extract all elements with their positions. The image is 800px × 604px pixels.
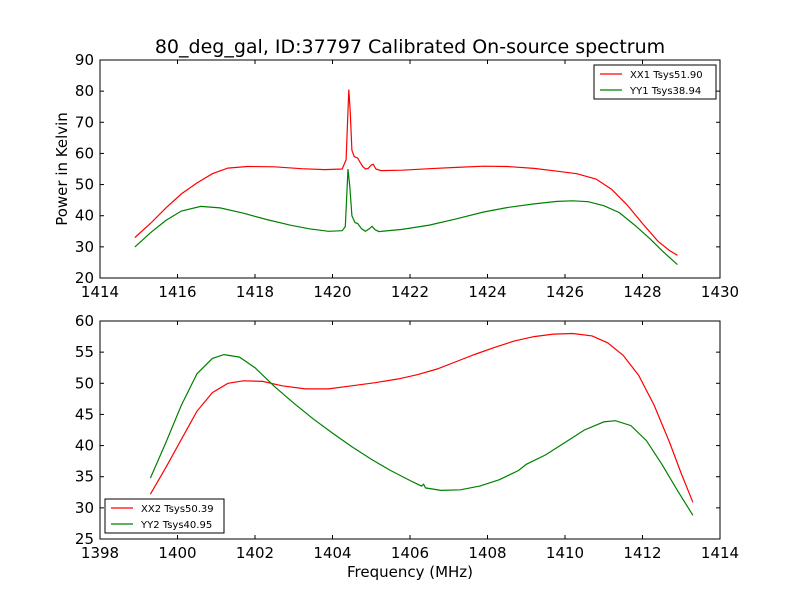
x-tick-label: 1420 [313,283,351,301]
legend-label: XX2 Tsys50.39 [141,504,214,515]
y-axis-label: Power in Kelvin [53,112,71,226]
y-tick-label: 50 [75,176,94,194]
y-tick-label: 70 [75,113,94,131]
y-tick-label: 35 [75,468,94,486]
legend-box [104,498,225,534]
x-tick-label: 1426 [546,283,584,301]
legend: XX1 Tsys51.90 YY1 Tsys38.94 [593,64,717,100]
x-tick-label: 1422 [391,283,429,301]
x-axis-label: Frequency (MHz) [347,563,473,581]
legend-label: YY1 Tsys38.94 [629,86,701,97]
x-tick-label: 1398 [81,544,119,562]
y-tick-label: 60 [75,312,94,330]
y-tick-label: 40 [75,207,94,225]
y-tick-label: 90 [75,51,94,69]
series-line-1 [134,89,678,256]
series-line-1 [149,332,694,503]
y-tick-label: 40 [75,437,94,455]
x-tick-label: 1402 [236,544,274,562]
x-tick-label: 1424 [468,283,506,301]
x-tick-label: 1408 [468,544,506,562]
series-line-2 [134,168,678,266]
chart-title: 80_deg_gal, ID:37797 Calibrated On-sourc… [155,36,665,58]
x-tick-label: 1428 [623,283,661,301]
x-tick-label: 1414 [81,283,119,301]
top-axes: 1414 1416 1418 1420 1422 1424 1426 1428 1430 20 30… [53,51,739,301]
x-tick-label: 1414 [701,544,739,562]
x-tick-label: 1406 [391,544,429,562]
y-tick-label: 45 [75,405,94,423]
y-tick-label: 50 [75,374,94,392]
x-tick-label: 1404 [313,544,351,562]
x-tick-label: 1410 [546,544,584,562]
legend: XX2 Tsys50.39 YY2 Tsys40.95 [104,498,225,534]
legend-label: XX1 Tsys51.90 [630,70,703,81]
y-tick-label: 80 [75,82,94,100]
y-tick-label: 60 [75,144,94,162]
y-tick-label: 20 [75,269,94,287]
y-tick-label: 30 [75,238,94,256]
y-tick-label: 55 [75,343,94,361]
x-tick-label: 1412 [623,544,661,562]
series-line-2 [149,353,694,516]
y-tick-label: 30 [75,499,94,517]
x-tick-label: 1400 [158,544,196,562]
x-tick-label: 1416 [158,283,196,301]
legend-box [593,64,717,100]
bottom-axes: 1398 1400 1402 1404 1406 1408 1410 1412 1414 25 30… [75,312,739,581]
x-tick-label: 1418 [236,283,274,301]
x-tick-label: 1430 [701,283,739,301]
legend-label: YY2 Tsys40.95 [140,520,212,531]
y-tick-label: 25 [75,530,94,548]
